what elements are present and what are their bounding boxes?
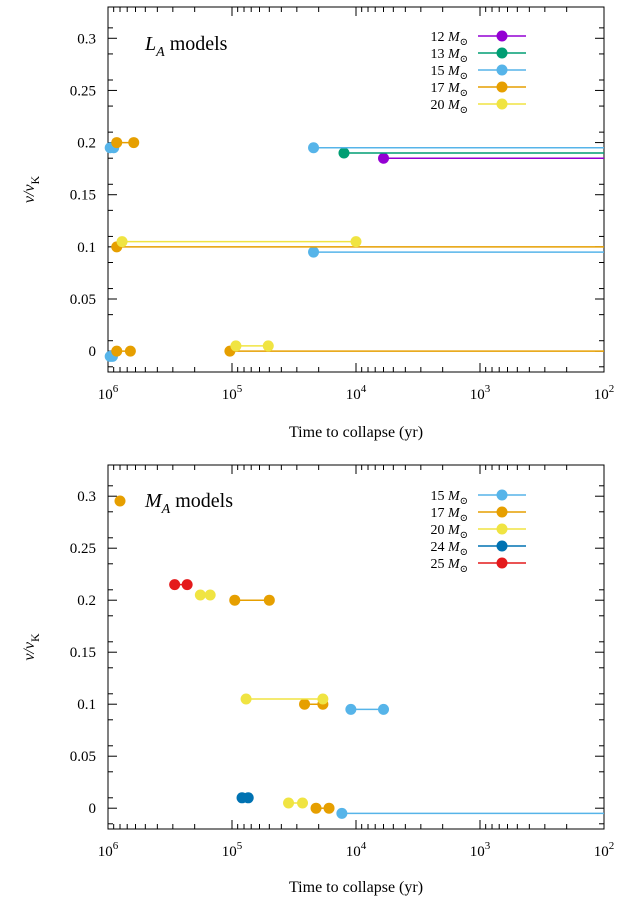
legend-marker [496,30,508,42]
series-20msun [194,589,329,809]
x-tick-label: 106 [98,840,119,860]
y-tick-label: 0.25 [70,83,96,99]
data-point [308,142,320,154]
data-point [345,703,357,715]
y-tick-label: 0 [89,344,97,360]
series-12msun [378,152,604,164]
legend-marker [496,506,508,518]
series-20msun [116,236,362,352]
plot-frame [107,6,605,373]
data-point [111,345,123,357]
data-point [350,236,362,248]
legend-label: 24 M⊙ [430,540,468,558]
data-point [230,340,242,352]
legend-label: 12 M⊙ [430,30,468,48]
series-13msun [338,147,604,159]
data-point [124,345,136,357]
legend-marker [496,557,508,569]
y-tick-label: 0.15 [70,645,96,661]
y-tick-label: 0.2 [77,136,96,152]
legend-label: 13 M⊙ [430,47,468,65]
data-point [204,589,216,601]
series-24msun [236,792,254,804]
legend-label: 20 M⊙ [430,98,468,116]
legend-marker [496,47,508,59]
series-25msun [169,579,193,591]
series-15msun [104,142,604,362]
legend-label: 25 M⊙ [430,557,468,575]
series-17msun [111,137,604,357]
data-point [169,579,181,591]
data-point [263,594,275,606]
x-tick-label: 105 [222,840,243,860]
data-point [378,152,390,164]
legend-marker [496,64,508,76]
data-point [116,236,128,248]
y-tick-label: 0.25 [70,541,96,557]
data-point [336,807,348,819]
y-tick-label: 0.1 [77,697,96,713]
data-point [240,693,252,705]
data-point [308,246,320,258]
data-point [310,802,322,814]
data-point [317,693,329,705]
x-tick-label: 103 [470,383,491,403]
chart-panel-2: 106 105 104 103 102 0 0.05 0.1 0.15 0.2 0.25 0.3 Tim… [21,464,615,896]
data-point [323,802,335,814]
y-tick-label: 0.2 [77,593,96,609]
y-tick-label: 0.1 [77,240,96,256]
x-axis-label: Time to collapse (yr) [289,879,423,896]
data-point [111,137,123,149]
data-point [299,698,311,710]
legend-label: 17 M⊙ [430,81,468,99]
chart-panel-1: 106 105 104 103 102 0 0.05 0.1 0.15 0.2 0.25 0.3 Tim… [21,6,615,441]
data-point [338,147,350,159]
y-tick-label: 0.05 [70,292,96,308]
legend-marker [496,81,508,93]
plot-frame [107,464,605,830]
y-tick-label: 0.05 [70,749,96,765]
x-axis-label: Time to collapse (yr) [289,424,423,441]
x-tick-label: 106 [98,383,119,403]
legend-label: 17 M⊙ [430,506,468,524]
title-marker [114,495,126,507]
panel-title: MA models [144,490,233,517]
x-tick-label: 104 [346,840,367,860]
data-point [242,792,254,804]
legend-marker [496,98,508,110]
x-tick-label: 102 [594,840,615,860]
legend-marker [496,489,508,501]
legend-label: 20 M⊙ [430,523,468,541]
data-point [378,703,390,715]
y-axis-label: v/vK [21,176,42,204]
y-tick-label: 0.3 [77,31,96,47]
data-point [229,594,241,606]
x-tick-label: 103 [470,840,491,860]
legend-label: 15 M⊙ [430,489,468,507]
legend-label: 15 M⊙ [430,64,468,82]
y-tick-label: 0.3 [77,489,96,505]
legend-marker [496,540,508,552]
y-tick-label: 0.15 [70,188,96,204]
legend-marker [496,523,508,535]
data-point [283,797,295,809]
x-tick-label: 105 [222,383,243,403]
y-tick-label: 0 [89,801,97,817]
data-point [128,137,140,149]
x-tick-label: 104 [346,383,367,403]
data-point [181,579,193,591]
panel-title: LA models [144,33,228,60]
series-15msun [336,703,604,819]
y-axis-label: v/vK [21,633,42,661]
data-point [194,589,206,601]
data-point [297,797,309,809]
x-tick-label: 102 [594,383,615,403]
data-point [262,340,274,352]
